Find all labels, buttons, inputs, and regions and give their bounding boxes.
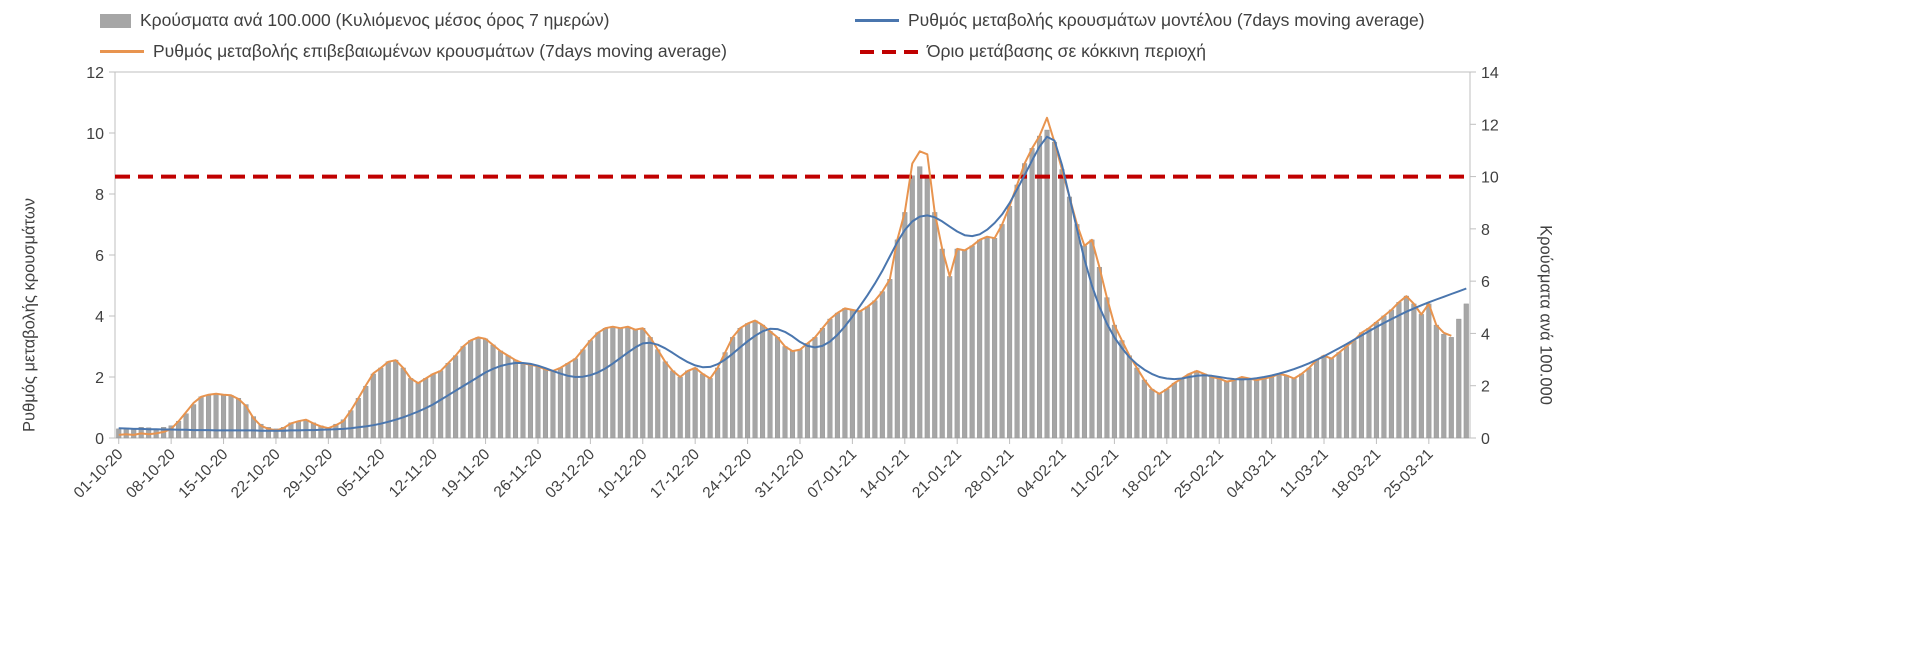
svg-text:19-11-20: 19-11-20 (438, 446, 493, 501)
model-line-swatch (855, 19, 899, 22)
svg-text:8: 8 (1481, 222, 1490, 239)
svg-text:28-01-21: 28-01-21 (962, 446, 1018, 502)
legend-label-red-zone-threshold: Όριο μετάβασης σε κόκκινη περιοχή (927, 41, 1207, 61)
svg-text:14-01-21: 14-01-21 (857, 446, 913, 502)
svg-text:6: 6 (95, 248, 104, 265)
svg-text:10-12-20: 10-12-20 (595, 446, 651, 502)
svg-text:12: 12 (86, 65, 104, 82)
legend-item-cases-per-100k: Κρούσματα ανά 100.000 (Κυλιόμενος μέσος … (100, 10, 609, 31)
svg-text:18-02-21: 18-02-21 (1119, 446, 1175, 502)
threshold-dash-swatch (860, 49, 918, 54)
svg-text:2: 2 (1481, 379, 1490, 396)
svg-text:10: 10 (86, 126, 104, 143)
svg-text:21-01-21: 21-01-21 (909, 446, 965, 502)
svg-text:0: 0 (1481, 431, 1490, 448)
svg-text:31-12-20: 31-12-20 (752, 446, 808, 502)
svg-text:15-10-20: 15-10-20 (175, 446, 231, 502)
legend-item-confirmed-rate: Ρυθμός μεταβολής επιβεβαιωμένων κρουσμάτ… (100, 41, 727, 62)
svg-text:22-10-20: 22-10-20 (228, 446, 284, 502)
svg-text:25-03-21: 25-03-21 (1381, 446, 1437, 502)
legend-item-model-rate: Ρυθμός μεταβολής κρουσμάτων μοντέλου (7d… (855, 10, 1425, 31)
svg-text:04-03-21: 04-03-21 (1224, 446, 1280, 502)
legend: Κρούσματα ανά 100.000 (Κυλιόμενος μέσος … (0, 6, 1920, 64)
svg-text:03-12-20: 03-12-20 (542, 446, 598, 502)
svg-text:8: 8 (95, 187, 104, 204)
svg-text:05-11-20: 05-11-20 (334, 446, 389, 501)
svg-text:6: 6 (1481, 274, 1490, 291)
svg-text:4: 4 (95, 309, 104, 326)
svg-text:11-02-21: 11-02-21 (1067, 446, 1122, 501)
svg-text:10: 10 (1481, 170, 1499, 187)
svg-text:14: 14 (1481, 65, 1499, 82)
legend-item-red-zone-threshold: Όριο μετάβασης σε κόκκινη περιοχή (860, 41, 1206, 62)
bar-swatch (100, 13, 131, 28)
svg-text:07-01-21: 07-01-21 (804, 446, 860, 502)
svg-text:12: 12 (1481, 117, 1499, 134)
svg-text:08-10-20: 08-10-20 (123, 446, 179, 502)
svg-text:25-02-21: 25-02-21 (1171, 446, 1227, 502)
svg-text:26-11-20: 26-11-20 (491, 446, 546, 501)
legend-label-cases-per-100k: Κρούσματα ανά 100.000 (Κυλιόμενος μέσος … (140, 10, 610, 30)
svg-text:4: 4 (1481, 326, 1490, 343)
svg-text:12-11-20: 12-11-20 (386, 446, 441, 501)
svg-text:18-03-21: 18-03-21 (1328, 446, 1384, 502)
svg-text:29-10-20: 29-10-20 (280, 446, 336, 502)
confirmed-line-swatch (100, 50, 144, 53)
svg-text:17-12-20: 17-12-20 (647, 446, 703, 502)
svg-text:01-10-20: 01-10-20 (71, 446, 127, 502)
legend-label-model-rate: Ρυθμός μεταβολής κρουσμάτων μοντέλου (7d… (908, 10, 1425, 30)
legend-label-confirmed-rate: Ρυθμός μεταβολής επιβεβαιωμένων κρουσμάτ… (153, 41, 727, 61)
svg-text:0: 0 (95, 431, 104, 448)
chart-canvas: 0 2 4 6 8 10 12 0 2 4 6 8 10 12 14 01-10-2008-10-2015-1… (71, 65, 1499, 502)
svg-text:04-02-21: 04-02-21 (1014, 446, 1070, 502)
svg-text:24-12-20: 24-12-20 (700, 446, 756, 502)
svg-text:2: 2 (95, 370, 104, 387)
svg-text:11-03-21: 11-03-21 (1277, 446, 1332, 501)
